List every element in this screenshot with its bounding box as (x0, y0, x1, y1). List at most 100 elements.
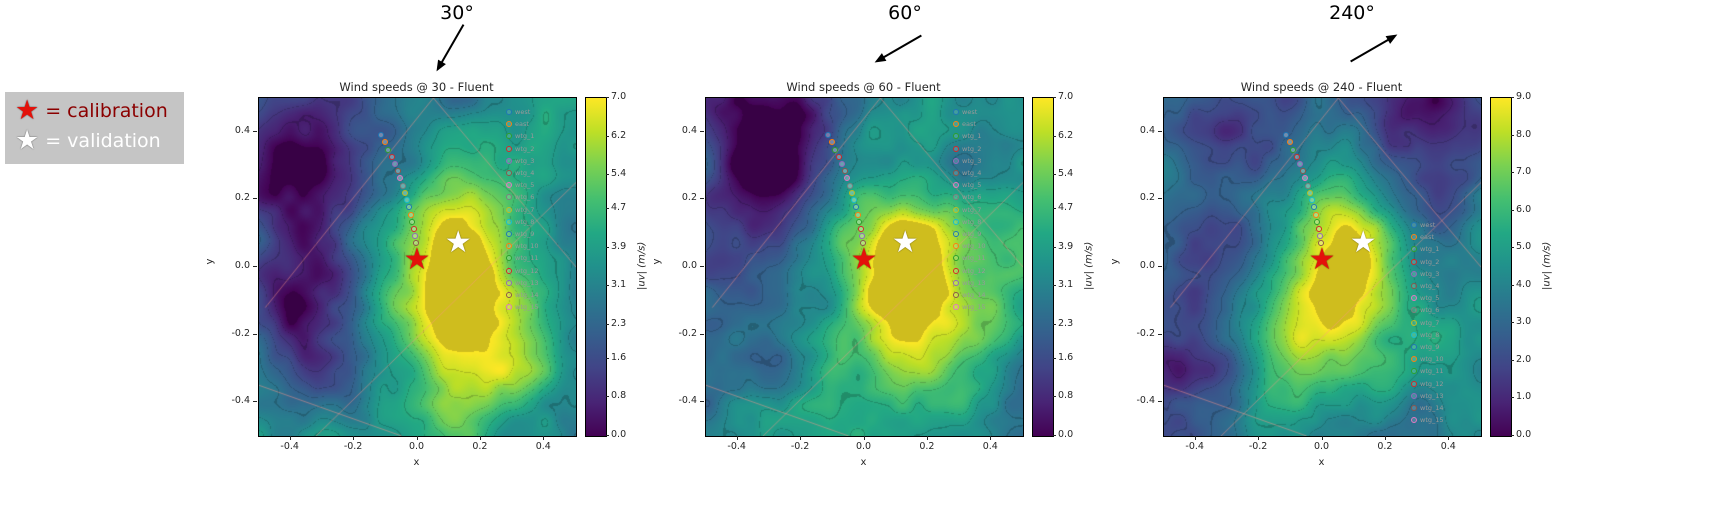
x-tick-mark (416, 436, 418, 440)
colorbar-tick-label: 6.2 (611, 129, 627, 141)
legend-entry-label: east (962, 120, 976, 129)
turbine-marker (858, 233, 865, 240)
y-tick-mark (253, 401, 257, 403)
colorbar (585, 97, 607, 437)
legend-entry: wtg_10 (506, 240, 539, 252)
y-tick-mark (1158, 401, 1162, 403)
wind-speed-heatmap (706, 98, 1023, 436)
legend-entry-label: wtg_9 (515, 229, 535, 238)
legend-entry-label: wtg_4 (962, 169, 982, 178)
legend-entry-label: wtg_12 (515, 266, 539, 275)
colorbar-tick-label: 0.8 (1058, 390, 1074, 402)
legend-marker-icon (953, 304, 959, 311)
turbine-marker (412, 240, 419, 247)
legend-entry-label: wtg_4 (1420, 282, 1440, 291)
x-tick-label: -0.4 (727, 441, 746, 452)
legend-entry: east (953, 118, 986, 130)
legend-entry-label: wtg_3 (962, 156, 982, 165)
legend-entry: wtg_15 (953, 301, 986, 313)
legend-entry-label: wtg_5 (515, 181, 535, 190)
turbine-marker (854, 211, 861, 218)
x-tick-mark (1321, 436, 1323, 440)
legend-marker-icon (506, 304, 512, 311)
legend-marker-icon (506, 121, 512, 128)
colorbar-tick-mark (1511, 284, 1514, 286)
legend-marker-icon (953, 255, 959, 262)
colorbar-tick-label: 0.0 (611, 429, 627, 440)
legend-marker-icon (506, 145, 512, 152)
colorbar-tick-mark (1053, 435, 1056, 436)
x-tick-mark (863, 436, 865, 440)
legend-entry-label: wtg_9 (962, 229, 982, 238)
wind-speed-heatmap (1164, 98, 1481, 436)
legend-marker-icon (1411, 343, 1417, 350)
legend-marker-icon (1411, 222, 1417, 229)
legend-marker-icon (506, 194, 512, 201)
legend-marker-icon (506, 230, 512, 237)
legend-entry: wtg_3 (1411, 268, 1444, 280)
legend-marker-icon (1411, 283, 1417, 290)
turbine-marker (1293, 153, 1300, 160)
legend-marker-icon (1411, 356, 1417, 363)
colorbar-tick-label: 4.0 (1516, 278, 1532, 290)
turbine-marker (1286, 139, 1293, 146)
legend-entry: wtg_9 (506, 228, 539, 240)
y-tick-mark (1158, 130, 1162, 132)
x-tick-label: -0.2 (1248, 441, 1268, 452)
legend-entry: wtg_6 (953, 191, 986, 203)
legend-entry: wtg_13 (953, 277, 986, 289)
y-tick-mark (1158, 266, 1162, 267)
turbine-marker (851, 197, 858, 204)
x-tick-label: 0.2 (472, 441, 488, 452)
legend-entry-label: wtg_3 (515, 156, 535, 165)
y-tick-label: 0.0 (1139, 260, 1155, 271)
turbine-marker (1283, 132, 1290, 139)
y-tick-label: -0.4 (678, 395, 697, 407)
y-tick-mark (700, 130, 704, 132)
colorbar-tick-label: 1.6 (611, 351, 627, 363)
turbine-marker (1314, 218, 1321, 225)
legend-entry: wtg_10 (953, 240, 986, 252)
colorbar-tick-label: 5.0 (1516, 241, 1532, 253)
legend-entry-label: wtg_1 (515, 132, 535, 141)
calibration-legend: ★ = calibration ★ = validation (5, 92, 184, 164)
validation-star-marker: ★ (1349, 225, 1377, 261)
legend-marker-icon (506, 218, 512, 225)
legend-entry: wtg_15 (1411, 414, 1444, 426)
colorbar-tick-label: 1.0 (1516, 391, 1532, 403)
turbine-marker (828, 139, 835, 146)
legend-marker-icon (1411, 417, 1417, 424)
turbine-marker (835, 153, 842, 160)
legend-entry: wtg_12 (506, 264, 539, 276)
legend-marker-icon (953, 279, 959, 286)
legend-entry-label: wtg_8 (962, 217, 982, 226)
legend-marker-icon (1411, 270, 1417, 277)
validation-label: = validation (45, 130, 161, 152)
validation-star-icon: ★ (15, 125, 40, 156)
legend-marker-icon (506, 255, 512, 262)
colorbar-tick-mark (1511, 134, 1514, 136)
legend-entry: wtg_14 (1411, 402, 1444, 414)
turbine-marker (406, 204, 413, 211)
legend-entry: wtg_1 (953, 130, 986, 142)
colorbar (1032, 97, 1054, 437)
x-tick-label: 0.0 (408, 441, 425, 452)
legend-entry: wtg_7 (1411, 317, 1444, 329)
legend-marker-icon (506, 267, 512, 274)
legend-entry-label: wtg_7 (515, 205, 535, 214)
turbine-marker (859, 240, 866, 247)
colorbar-tick-mark (1053, 174, 1056, 176)
y-tick-label: -0.2 (678, 327, 697, 339)
legend-marker-icon (1411, 319, 1417, 326)
x-axis-label: x (413, 457, 420, 468)
colorbar-tick-label: 4.7 (611, 202, 627, 214)
colorbar-tick-mark (1053, 357, 1056, 359)
legend-entry: wtg_7 (506, 204, 539, 216)
legend-entry: wtg_1 (1411, 243, 1444, 255)
colorbar-tick-mark (1053, 246, 1056, 248)
turbine-marker (825, 132, 832, 139)
legend-entry-label: wtg_5 (1420, 294, 1440, 303)
